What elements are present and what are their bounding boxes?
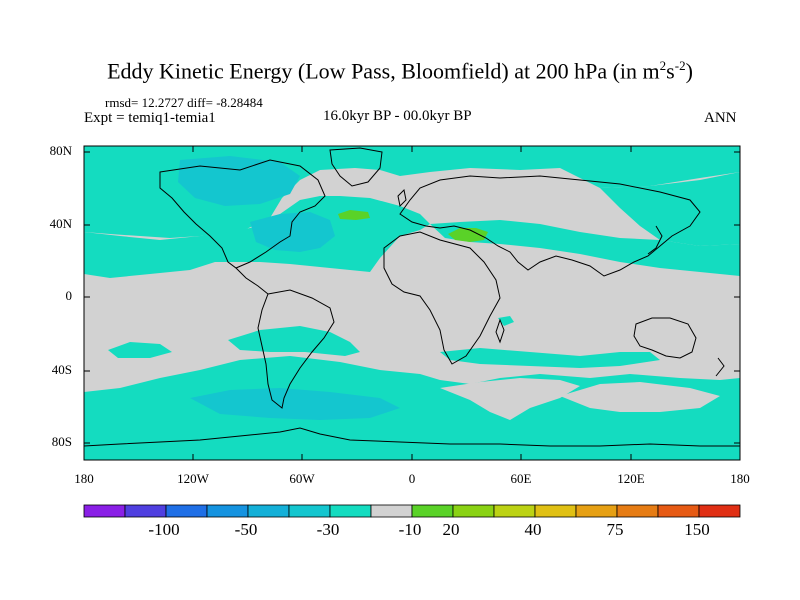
gap-south-pacific	[560, 382, 720, 412]
lon-label-180w: 180	[74, 471, 94, 486]
diff-value: -8.28484	[216, 95, 263, 110]
title-sup-2: -2	[674, 58, 686, 73]
lat-label-40n: 40N	[49, 216, 72, 231]
colorbar-label-75: 75	[606, 520, 624, 539]
colorbar-box-4	[247, 504, 290, 518]
coastline-madagascar	[495, 318, 505, 344]
coastlines	[84, 147, 740, 447]
lon-label-120e: 120E	[617, 471, 645, 486]
colorbar-label-minus-30: -30	[316, 520, 340, 539]
gap-south-atlantic	[440, 378, 580, 420]
lon-label-0: 0	[408, 471, 416, 486]
colorbar-box-14	[657, 504, 700, 518]
colorbar-box-12	[575, 504, 618, 518]
axis-ticks	[83, 146, 741, 460]
period-label: 16.0kyr BP - 00.0kyr BP	[323, 108, 472, 124]
colorbar-box-13	[616, 504, 659, 518]
anomaly-core-atlantic	[250, 212, 335, 252]
colorbar-box-8	[411, 504, 454, 518]
coastline-north-america	[159, 159, 326, 269]
season-label: ANN	[704, 110, 737, 126]
colorbar-label-minus-10: -10	[398, 520, 422, 539]
colorbar	[83, 504, 741, 518]
rmsd-value: 12.2727	[141, 95, 184, 110]
positive-anomaly-mediterranean	[448, 228, 488, 242]
colorbar-box-0	[83, 504, 126, 518]
coastline-japan	[647, 225, 663, 255]
diff-label: diff=	[187, 95, 213, 110]
lon-label-60e: 60E	[510, 471, 532, 486]
anomaly-region-east-asia	[600, 172, 740, 246]
coastline-british-isles	[397, 188, 407, 208]
colorbar-box-15	[698, 504, 741, 518]
coastline-eurasia	[399, 175, 701, 277]
colorbar-label-150: 150	[684, 520, 710, 539]
colorbar-label-40: 40	[524, 520, 542, 539]
anomaly-region-southern-ocean	[84, 356, 740, 460]
map-field	[84, 146, 740, 460]
positive-anomaly-atlantic	[338, 210, 370, 220]
lat-label-0: 0	[65, 288, 73, 303]
anomaly-region-indian-ocean	[498, 316, 514, 326]
lon-label-60w: 60W	[289, 471, 315, 486]
coastline-africa	[383, 231, 501, 365]
colorbar-box-7	[370, 504, 413, 518]
experiment-label: Expt = temiq1-temia1	[84, 110, 216, 126]
anomaly-core-southern	[190, 388, 400, 420]
statistics-line: rmsd= 12.2727 diff= -8.28484	[105, 95, 263, 111]
title-sup-1: 2	[659, 58, 667, 73]
coastline-antarctica	[84, 427, 740, 447]
title-end: )	[685, 58, 693, 84]
title-main: Eddy Kinetic Energy (Low Pass, Bloomfiel…	[107, 58, 660, 84]
lon-label-120w: 120W	[177, 471, 209, 486]
rmsd-label: rmsd=	[105, 95, 139, 110]
colorbar-label-minus-50: -50	[234, 520, 258, 539]
colorbar-box-11	[534, 504, 577, 518]
colorbar-box-6	[329, 504, 372, 518]
colorbar-label-20: 20	[442, 520, 460, 539]
colorbar-box-9	[452, 504, 495, 518]
colorbar-box-2	[165, 504, 208, 518]
plot-title: Eddy Kinetic Energy (Low Pass, Bloomfiel…	[0, 58, 800, 84]
lon-label-180e: 180	[730, 471, 750, 486]
colorbar-label-minus-100: -100	[148, 520, 180, 539]
coastline-new-zealand	[715, 357, 725, 377]
lat-label-80s: 80S	[51, 434, 72, 449]
colorbar-box-3	[206, 504, 249, 518]
coastline-australia	[633, 317, 697, 359]
colorbar-box-5	[288, 504, 331, 518]
anomaly-region-south-indian	[440, 348, 660, 368]
anomaly-region-south-pacific-west	[108, 342, 172, 358]
colorbar-box-1	[124, 504, 167, 518]
colorbar-box-10	[493, 504, 536, 518]
lat-label-40s: 40S	[51, 362, 72, 377]
anomaly-core-canada	[178, 156, 300, 206]
anomaly-region-eurasia	[430, 220, 740, 276]
coastline-greenland	[329, 147, 383, 187]
coastline-south-america	[257, 289, 335, 409]
coastline-central-america	[235, 267, 269, 295]
lat-label-80n: 80N	[49, 143, 72, 158]
title-mid: s	[666, 58, 675, 84]
